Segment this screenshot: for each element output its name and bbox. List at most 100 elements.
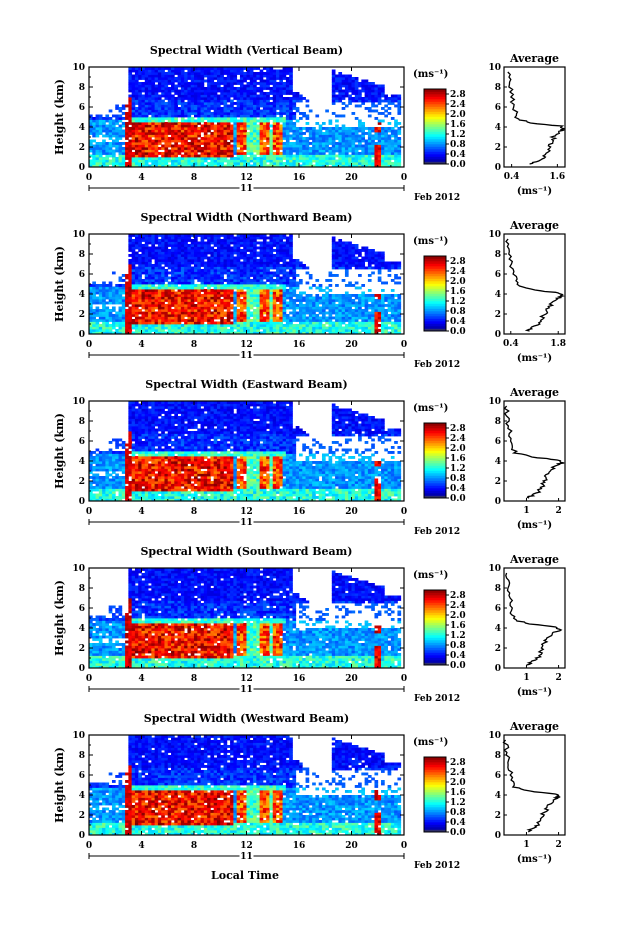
heatmap-cell bbox=[200, 304, 205, 307]
heatmap-cell bbox=[249, 246, 254, 250]
heatmap-cell bbox=[253, 162, 257, 165]
heatmap-cell bbox=[371, 84, 375, 88]
heatmap-cell bbox=[207, 326, 211, 330]
heatmap-cell bbox=[226, 239, 231, 242]
heatmap-cell bbox=[157, 89, 162, 93]
heatmap-cell bbox=[187, 144, 192, 148]
heatmap-cell bbox=[230, 314, 234, 317]
heatmap-cell bbox=[203, 291, 208, 295]
heatmap-cell bbox=[276, 119, 280, 123]
heatmap-cell bbox=[348, 129, 352, 133]
heatmap-cell bbox=[276, 144, 280, 148]
heatmap-cell bbox=[174, 112, 178, 115]
heatmap-cell bbox=[279, 137, 283, 140]
heatmap-cell bbox=[305, 127, 310, 130]
heatmap-cell bbox=[102, 159, 106, 163]
heatmap-cell bbox=[148, 316, 152, 320]
heatmap-cell bbox=[167, 77, 172, 80]
heatmap-cell bbox=[161, 316, 165, 320]
heatmap-cell bbox=[151, 162, 156, 165]
heatmap-cell bbox=[226, 164, 231, 168]
heatmap-cell bbox=[177, 94, 182, 98]
heatmap-cell bbox=[213, 236, 218, 240]
heatmap-cell bbox=[128, 294, 133, 297]
heatmap-cell bbox=[289, 109, 293, 113]
heatmap-cell bbox=[154, 329, 159, 332]
heatmap-cell bbox=[144, 142, 149, 145]
heatmap-cell bbox=[141, 306, 146, 310]
heatmap-cell bbox=[207, 144, 211, 148]
heatmap-cell bbox=[210, 289, 215, 292]
heatmap-cell bbox=[210, 319, 215, 322]
heatmap-cell bbox=[246, 324, 251, 327]
heatmap-cell bbox=[213, 142, 218, 145]
heatmap-cell bbox=[341, 164, 346, 168]
heatmap-cell bbox=[207, 269, 211, 272]
heatmap-cell bbox=[164, 74, 169, 78]
heatmap-cell bbox=[226, 104, 231, 108]
y-tick-label: 10 bbox=[72, 63, 85, 73]
y-axis-label: Height (km) bbox=[53, 79, 66, 155]
heatmap-cell bbox=[180, 157, 185, 160]
heatmap-cell bbox=[128, 239, 133, 242]
heatmap-cell bbox=[144, 251, 149, 255]
heatmap-cell bbox=[374, 89, 379, 93]
heatmap-cell bbox=[220, 306, 224, 310]
heatmap-cell bbox=[171, 236, 175, 240]
heatmap-cell bbox=[128, 266, 133, 270]
heatmap-cell bbox=[272, 301, 277, 305]
heatmap-cell bbox=[259, 246, 264, 250]
heatmap-cell bbox=[105, 149, 110, 153]
heatmap-cell bbox=[279, 319, 283, 322]
heatmap-cell bbox=[171, 294, 175, 297]
heatmap-cell bbox=[367, 99, 372, 103]
heatmap-cell bbox=[259, 276, 264, 280]
heatmap-cell bbox=[279, 82, 283, 85]
heatmap-cell bbox=[128, 157, 133, 160]
heatmap-cell bbox=[348, 149, 352, 153]
heatmap-cell bbox=[341, 94, 346, 98]
heatmap-cell bbox=[131, 294, 136, 297]
heatmap-cell bbox=[279, 72, 283, 75]
heatmap-cell bbox=[384, 94, 388, 98]
heatmap-cell bbox=[243, 157, 247, 160]
heatmap-cell bbox=[131, 326, 136, 330]
heatmap-cell bbox=[157, 271, 162, 275]
heatmap-cell bbox=[266, 256, 270, 260]
heatmap-cell bbox=[144, 92, 149, 95]
heatmap-cell bbox=[151, 299, 156, 302]
heatmap-cell bbox=[210, 149, 215, 153]
heatmap-cell bbox=[315, 132, 320, 135]
heatmap-cell bbox=[108, 142, 113, 145]
heatmap-cell bbox=[308, 142, 313, 145]
heatmap-cell bbox=[108, 301, 113, 305]
heatmap-cell bbox=[230, 234, 234, 237]
heatmap-cell bbox=[207, 236, 211, 240]
heatmap-cell bbox=[190, 271, 195, 275]
heatmap-cell bbox=[308, 129, 313, 133]
heatmap-cell bbox=[269, 164, 274, 168]
heatmap-cell bbox=[243, 147, 247, 150]
heatmap-cell bbox=[397, 157, 402, 160]
heatmap-cell bbox=[167, 294, 172, 297]
heatmap-cell bbox=[197, 162, 201, 165]
heatmap-cell bbox=[131, 291, 136, 295]
heatmap-cell bbox=[210, 324, 215, 327]
heatmap-cell bbox=[177, 132, 182, 135]
heatmap-cell bbox=[134, 67, 139, 70]
heatmap-cell bbox=[131, 117, 136, 120]
heatmap-cell bbox=[144, 271, 149, 275]
heatmap-cell bbox=[279, 84, 283, 88]
heatmap-cell bbox=[279, 77, 283, 80]
heatmap-cell bbox=[253, 102, 257, 105]
heatmap-cell bbox=[236, 329, 241, 332]
heatmap-cell bbox=[243, 127, 247, 130]
heatmap-cell bbox=[246, 144, 251, 148]
colorbar-segment bbox=[424, 151, 446, 155]
heatmap-cell bbox=[239, 286, 244, 290]
heatmap-cell bbox=[164, 271, 169, 275]
heatmap-cell bbox=[141, 319, 146, 322]
heatmap-cell bbox=[167, 284, 172, 287]
heatmap-cell bbox=[161, 236, 165, 240]
heatmap-cell bbox=[151, 311, 156, 315]
